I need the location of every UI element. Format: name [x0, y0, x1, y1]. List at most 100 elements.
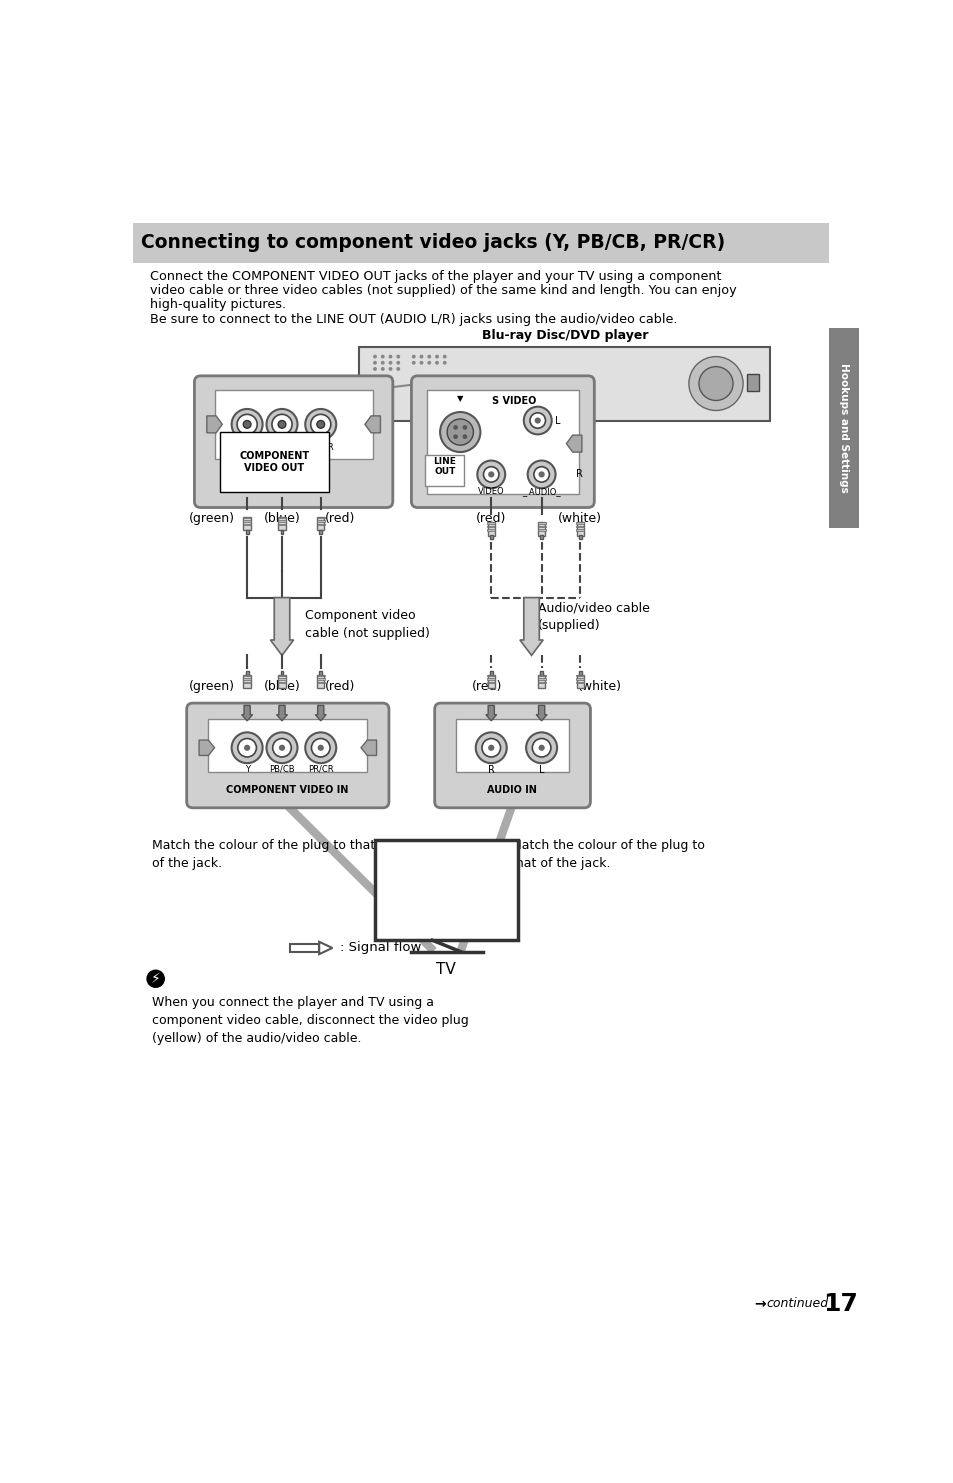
- Circle shape: [412, 360, 416, 365]
- Circle shape: [435, 354, 438, 359]
- Circle shape: [534, 417, 540, 424]
- Circle shape: [476, 461, 505, 488]
- Text: LINE
OUT: LINE OUT: [433, 457, 456, 476]
- Bar: [539, 535, 542, 540]
- Circle shape: [530, 412, 545, 429]
- Circle shape: [305, 409, 335, 440]
- Bar: [133, 222, 828, 262]
- Circle shape: [537, 472, 544, 478]
- Circle shape: [236, 414, 257, 435]
- Circle shape: [462, 426, 467, 430]
- FancyArrow shape: [536, 706, 546, 721]
- Circle shape: [462, 435, 467, 439]
- Circle shape: [317, 744, 323, 750]
- Text: (white): (white): [558, 512, 601, 525]
- Text: continued: continued: [765, 1298, 827, 1309]
- Text: Y: Y: [244, 765, 250, 774]
- Text: 17: 17: [822, 1292, 857, 1315]
- Circle shape: [534, 467, 549, 482]
- Text: AUDIO IN: AUDIO IN: [487, 785, 537, 795]
- Text: Match the colour of the plug to that
of the jack.: Match the colour of the plug to that of …: [152, 838, 375, 869]
- Text: Be sure to connect to the LINE OUT (AUDIO L/R) jacks using the audio/video cable: Be sure to connect to the LINE OUT (AUDI…: [150, 313, 677, 326]
- Text: Hookups and Settings: Hookups and Settings: [838, 363, 848, 492]
- Circle shape: [395, 360, 399, 365]
- FancyArrow shape: [270, 598, 294, 655]
- FancyBboxPatch shape: [435, 703, 590, 808]
- Text: R: R: [487, 765, 495, 774]
- Circle shape: [311, 414, 331, 435]
- Circle shape: [435, 360, 438, 365]
- Text: (green): (green): [189, 512, 235, 525]
- Text: COMPONENT VIDEO IN: COMPONENT VIDEO IN: [226, 785, 348, 795]
- Text: video cable or three video cables (not supplied) of the same kind and length. Yo: video cable or three video cables (not s…: [150, 285, 736, 297]
- Bar: [243, 675, 251, 688]
- Text: TV: TV: [436, 962, 456, 977]
- Circle shape: [483, 467, 498, 482]
- Polygon shape: [319, 942, 332, 954]
- Text: VIDEO: VIDEO: [477, 488, 504, 497]
- Bar: [576, 675, 583, 688]
- Text: (red): (red): [325, 512, 355, 525]
- Text: (red): (red): [476, 512, 506, 525]
- Circle shape: [266, 409, 297, 440]
- Bar: [316, 675, 324, 688]
- Text: (blue): (blue): [263, 512, 300, 525]
- Circle shape: [481, 739, 500, 756]
- Bar: [280, 529, 283, 534]
- Text: PB/CB: PB/CB: [269, 765, 294, 774]
- Circle shape: [380, 354, 384, 359]
- FancyArrow shape: [365, 415, 380, 433]
- Circle shape: [388, 366, 392, 371]
- Circle shape: [380, 366, 384, 371]
- Circle shape: [537, 744, 544, 750]
- Text: Connecting to component video jacks (Y, PB/CB, PR/CR): Connecting to component video jacks (Y, …: [141, 233, 724, 252]
- Text: (blue): (blue): [263, 679, 300, 693]
- Circle shape: [442, 354, 446, 359]
- FancyArrow shape: [485, 706, 497, 721]
- Circle shape: [373, 366, 376, 371]
- Circle shape: [447, 420, 473, 445]
- Circle shape: [232, 733, 262, 764]
- Circle shape: [273, 739, 291, 756]
- Circle shape: [532, 739, 550, 756]
- Text: Match the colour of the plug to
that of the jack.: Match the colour of the plug to that of …: [510, 838, 703, 869]
- Circle shape: [243, 421, 251, 429]
- Text: L: L: [555, 415, 559, 426]
- Circle shape: [699, 366, 732, 400]
- Circle shape: [419, 360, 423, 365]
- Bar: [537, 675, 545, 688]
- Circle shape: [427, 354, 431, 359]
- Circle shape: [453, 426, 457, 430]
- Circle shape: [278, 421, 286, 429]
- Text: (white): (white): [578, 679, 621, 693]
- FancyArrow shape: [199, 740, 214, 755]
- Bar: [578, 670, 581, 675]
- Circle shape: [412, 354, 416, 359]
- Circle shape: [488, 744, 494, 750]
- Circle shape: [373, 360, 376, 365]
- FancyArrow shape: [276, 706, 287, 721]
- Text: PR/CR: PR/CR: [308, 765, 334, 774]
- Circle shape: [427, 360, 431, 365]
- FancyArrow shape: [360, 740, 376, 755]
- Circle shape: [244, 744, 250, 750]
- Text: (red): (red): [325, 679, 355, 693]
- FancyArrow shape: [241, 706, 253, 721]
- Text: (green): (green): [189, 679, 235, 693]
- Text: (red): (red): [472, 679, 502, 693]
- Circle shape: [439, 412, 480, 452]
- Circle shape: [272, 414, 292, 435]
- Text: Blu-ray Disc/DVD player: Blu-ray Disc/DVD player: [481, 329, 647, 343]
- Bar: [425, 455, 464, 486]
- Bar: [539, 670, 542, 675]
- Text: high-quality pictures.: high-quality pictures.: [150, 298, 286, 311]
- Circle shape: [316, 421, 324, 429]
- Circle shape: [525, 733, 557, 764]
- Circle shape: [476, 733, 506, 764]
- Bar: [537, 522, 545, 535]
- Text: S VIDEO: S VIDEO: [492, 396, 537, 406]
- Circle shape: [388, 360, 392, 365]
- Text: Y: Y: [244, 442, 250, 451]
- Bar: [319, 670, 322, 675]
- Text: _ AUDIO_: _ AUDIO_: [521, 488, 560, 497]
